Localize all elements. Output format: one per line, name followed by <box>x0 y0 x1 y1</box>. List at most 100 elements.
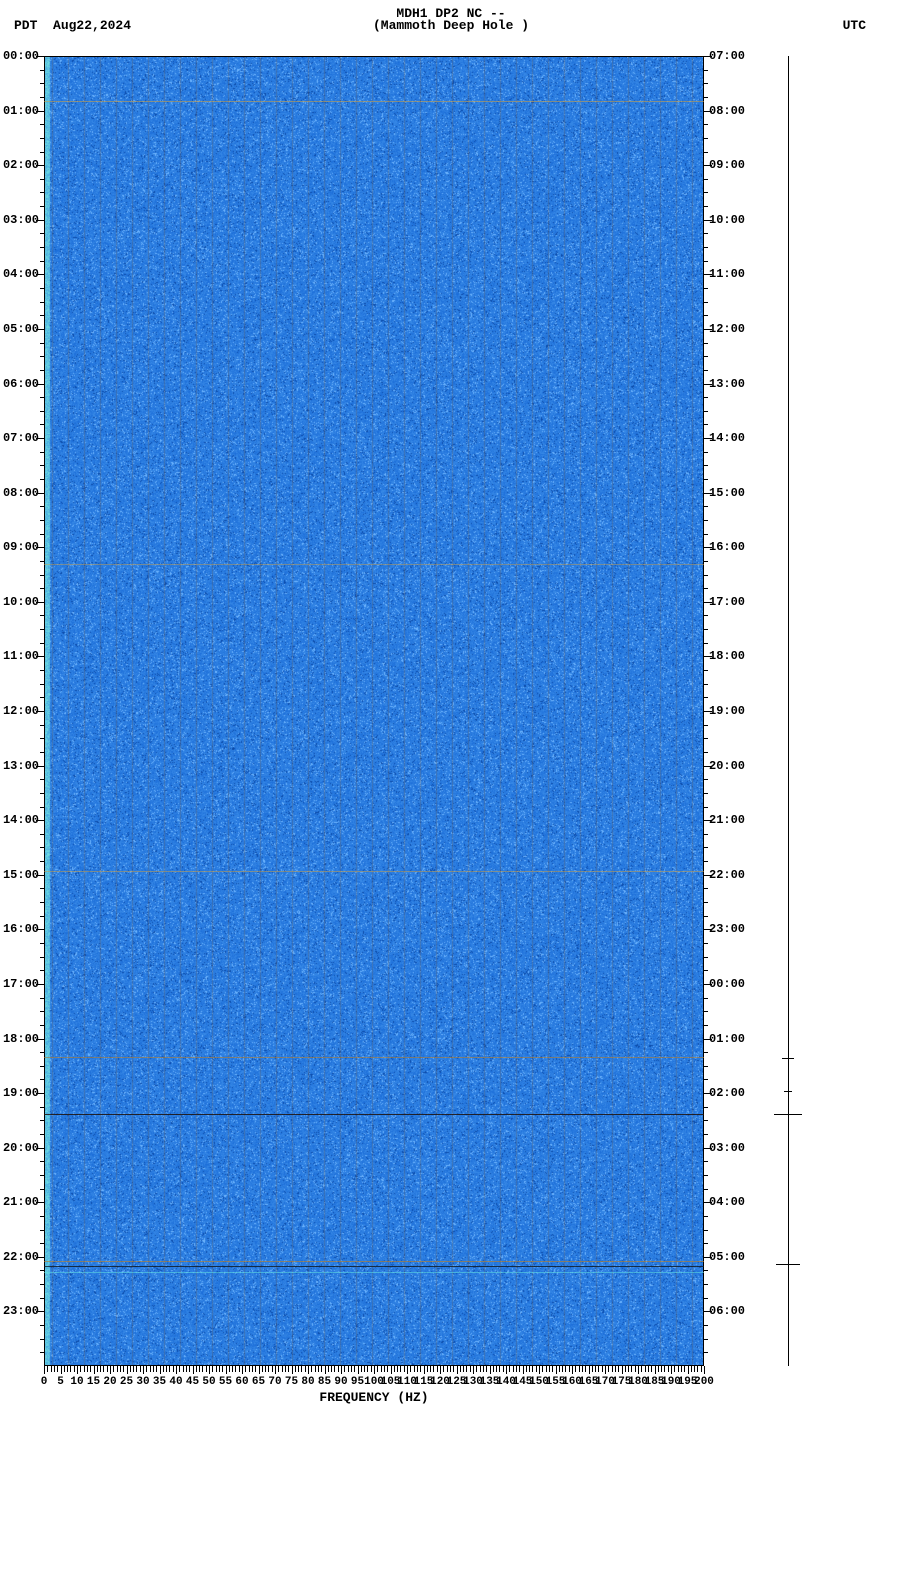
y-minor-tick <box>704 1284 708 1285</box>
y-minor-tick <box>40 1120 44 1121</box>
spectrogram-plot: 00:0007:0001:0008:0002:0009:0003:0010:00… <box>44 56 704 1366</box>
x-tick <box>252 1366 253 1372</box>
y-minor-tick <box>704 1352 708 1353</box>
y-minor-tick <box>40 561 44 562</box>
y-label-right: 11:00 <box>709 267 769 281</box>
y-minor-tick <box>704 807 708 808</box>
x-tick <box>377 1366 378 1372</box>
x-tick <box>595 1366 596 1372</box>
y-minor-tick <box>40 943 44 944</box>
x-tick <box>598 1366 599 1372</box>
y-minor-tick <box>704 152 708 153</box>
x-tick <box>542 1366 543 1372</box>
y-minor-tick <box>704 343 708 344</box>
x-tick <box>130 1366 131 1372</box>
y-minor-tick <box>704 561 708 562</box>
x-label: 10 <box>70 1376 83 1388</box>
x-tick <box>146 1366 147 1372</box>
x-tick <box>77 1366 78 1374</box>
y-minor-tick <box>40 315 44 316</box>
x-tick <box>61 1366 62 1374</box>
x-label: 0 <box>41 1376 48 1388</box>
y-minor-tick <box>40 1284 44 1285</box>
y-minor-tick <box>704 1025 708 1026</box>
y-label-left: 00:00 <box>0 49 39 63</box>
y-label-left: 10:00 <box>0 595 39 609</box>
y-minor-tick <box>40 1325 44 1326</box>
x-tick <box>394 1366 395 1372</box>
y-label-right: 22:00 <box>709 868 769 882</box>
x-tick <box>457 1366 458 1374</box>
x-tick <box>519 1366 520 1372</box>
y-minor-tick <box>40 1011 44 1012</box>
x-tick <box>387 1366 388 1372</box>
y-minor-tick <box>704 738 708 739</box>
x-label: 40 <box>169 1376 182 1388</box>
y-label-left: 16:00 <box>0 922 39 936</box>
x-tick <box>628 1366 629 1372</box>
x-tick <box>176 1366 177 1374</box>
x-tick <box>222 1366 223 1372</box>
x-tick <box>308 1366 309 1374</box>
x-tick <box>100 1366 101 1372</box>
x-tick <box>397 1366 398 1372</box>
x-tick <box>575 1366 576 1372</box>
x-tick <box>486 1366 487 1372</box>
x-tick <box>526 1366 527 1372</box>
x-tick <box>173 1366 174 1372</box>
y-minor-tick <box>40 138 44 139</box>
event-streak <box>44 871 704 872</box>
x-tick <box>414 1366 415 1372</box>
x-tick <box>179 1366 180 1372</box>
y-label-left: 12:00 <box>0 704 39 718</box>
x-tick <box>602 1366 603 1372</box>
y-minor-tick <box>704 957 708 958</box>
x-tick <box>612 1366 613 1372</box>
y-minor-tick <box>40 902 44 903</box>
y-minor-tick <box>704 83 708 84</box>
x-tick <box>199 1366 200 1372</box>
y-minor-tick <box>40 738 44 739</box>
y-minor-tick <box>704 192 708 193</box>
x-tick <box>249 1366 250 1372</box>
x-tick <box>704 1366 705 1374</box>
y-minor-tick <box>704 124 708 125</box>
y-minor-tick <box>704 1107 708 1108</box>
x-tick <box>582 1366 583 1372</box>
x-tick <box>490 1366 491 1374</box>
x-tick <box>87 1366 88 1372</box>
x-tick <box>70 1366 71 1372</box>
y-minor-tick <box>40 233 44 234</box>
y-label-left: 05:00 <box>0 322 39 336</box>
x-tick <box>420 1366 421 1372</box>
x-tick <box>265 1366 266 1372</box>
x-tick <box>552 1366 553 1372</box>
y-minor-tick <box>40 247 44 248</box>
x-tick <box>212 1366 213 1372</box>
y-minor-tick <box>40 1243 44 1244</box>
x-label: 95 <box>351 1376 364 1388</box>
x-tick <box>400 1366 401 1372</box>
x-tick <box>536 1366 537 1372</box>
y-label-left: 23:00 <box>0 1304 39 1318</box>
x-tick <box>67 1366 68 1372</box>
y-minor-tick <box>704 465 708 466</box>
y-label-right: 16:00 <box>709 540 769 554</box>
event-streak <box>44 1057 704 1058</box>
y-minor-tick <box>704 1325 708 1326</box>
x-tick <box>97 1366 98 1372</box>
y-minor-tick <box>40 615 44 616</box>
x-tick <box>651 1366 652 1372</box>
x-tick <box>166 1366 167 1372</box>
y-minor-tick <box>704 206 708 207</box>
x-tick <box>311 1366 312 1372</box>
y-minor-tick <box>40 70 44 71</box>
y-minor-tick <box>704 970 708 971</box>
y-label-left: 02:00 <box>0 158 39 172</box>
y-minor-tick <box>704 888 708 889</box>
header: PDT Aug22,2024 MDH1 DP2 NC -- (Mammoth D… <box>0 0 902 40</box>
x-tick <box>358 1366 359 1374</box>
x-label: 75 <box>285 1376 298 1388</box>
x-tick <box>592 1366 593 1372</box>
x-tick <box>466 1366 467 1372</box>
